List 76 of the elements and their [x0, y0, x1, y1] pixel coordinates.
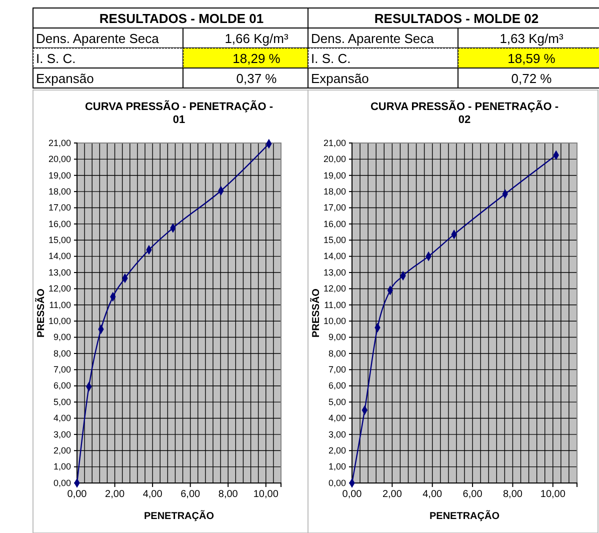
- y-tick-label: 3,00: [53, 429, 71, 440]
- text: 0,37 %: [236, 71, 278, 86]
- text: Dens. Aparente Seca: [311, 31, 435, 46]
- y-tick-label: 4,00: [328, 413, 346, 424]
- y-tick-label: 2,00: [328, 446, 346, 456]
- text: I. S. C.: [311, 51, 351, 66]
- y-tick-label: 20,00: [48, 154, 71, 164]
- x-axis-title: PENETRAÇÃO: [429, 510, 500, 522]
- x-tick-label: 8,00: [218, 489, 238, 500]
- y-tick-label: 8,00: [328, 348, 346, 358]
- y-tick-label: 14,00: [48, 251, 71, 262]
- text: I. S. C.: [36, 51, 76, 66]
- y-tick-label: 18,00: [48, 186, 71, 196]
- y-tick-label: 4,00: [53, 413, 71, 424]
- y-tick-label: 7,00: [328, 364, 346, 375]
- y-tick-label: 19,00: [48, 170, 71, 180]
- y-tick-label: 16,00: [323, 218, 346, 229]
- y-axis-title: PRESSÃO: [35, 288, 47, 338]
- chart-title: CURVA PRESSÃO - PENETRAÇÃO - 01: [84, 100, 274, 126]
- text: 18,29 %: [232, 51, 281, 66]
- y-tick-label: 12,00: [323, 284, 346, 294]
- x-tick-label: 2,00: [105, 489, 125, 500]
- x-tick-label: 4,00: [422, 489, 443, 500]
- x-tick-label: 2,00: [382, 489, 402, 500]
- x-tick-label: 0,00: [342, 489, 362, 500]
- y-tick-label: 1,00: [53, 462, 71, 472]
- text: 1,66 Kg/m³: [224, 31, 289, 46]
- x-tick-label: 6,00: [180, 489, 200, 500]
- y-tick-label: 11,00: [49, 300, 71, 310]
- y-tick-label: 10,00: [323, 316, 346, 326]
- y-tick-label: 3,00: [328, 429, 346, 440]
- x-tick-label: 6,00: [462, 489, 483, 500]
- y-tick-label: 5,00: [53, 396, 71, 407]
- y-tick-label: 18,00: [323, 186, 346, 196]
- y-tick-label: 17,00: [323, 202, 346, 213]
- y-tick-label: 13,00: [48, 267, 71, 278]
- y-tick-label: 13,00: [323, 267, 346, 278]
- x-axis-title: PENETRAÇÃO: [144, 510, 214, 522]
- y-tick-label: 14,00: [323, 251, 346, 262]
- y-tick-label: 10,00: [48, 316, 71, 326]
- x-tick-label: 4,00: [142, 489, 163, 500]
- x-tick-label: 8,00: [502, 489, 523, 500]
- y-tick-label: 9,00: [53, 332, 71, 342]
- text: 18,59 %: [508, 51, 556, 66]
- y-tick-label: 11,00: [324, 300, 346, 310]
- y-tick-label: 21,00: [48, 138, 71, 148]
- y-tick-label: 12,00: [48, 284, 71, 294]
- y-tick-label: 6,00: [328, 380, 346, 391]
- y-tick-label: 2,00: [53, 446, 71, 456]
- x-tick-label: 0,00: [67, 489, 88, 500]
- y-axis-title: PRESSÃO: [310, 288, 322, 338]
- text: RESULTADOS - MOLDE 02: [374, 11, 539, 26]
- y-tick-label: 17,00: [48, 202, 71, 213]
- y-tick-label: 15,00: [323, 235, 346, 246]
- text: 0,72 %: [511, 71, 552, 86]
- y-tick-label: 6,00: [53, 380, 71, 391]
- y-tick-label: 9,00: [328, 332, 346, 342]
- x-tick-label: 10,00: [253, 489, 279, 500]
- y-tick-label: 1,00: [328, 462, 346, 472]
- y-tick-label: 7,00: [53, 364, 71, 375]
- text: Dens. Aparente Seca: [36, 31, 160, 46]
- y-tick-label: 0,00: [53, 478, 71, 488]
- y-tick-label: 15,00: [48, 235, 71, 246]
- y-tick-label: 20,00: [323, 154, 346, 164]
- y-tick-label: 5,00: [328, 396, 346, 407]
- y-tick-label: 21,00: [323, 138, 346, 148]
- y-tick-label: 16,00: [48, 218, 71, 229]
- x-tick-label: 10,00: [540, 489, 566, 500]
- text: Expansão: [36, 71, 94, 86]
- text: Expansão: [311, 71, 369, 86]
- chart-title: CURVA PRESSÃO - PENETRAÇÃO - 02: [370, 100, 559, 126]
- y-tick-label: 8,00: [53, 348, 71, 358]
- text: 1,63 Kg/m³: [500, 31, 564, 46]
- y-tick-label: 19,00: [323, 170, 346, 180]
- text: RESULTADOS - MOLDE 01: [99, 11, 264, 26]
- y-tick-label: 0,00: [328, 478, 346, 488]
